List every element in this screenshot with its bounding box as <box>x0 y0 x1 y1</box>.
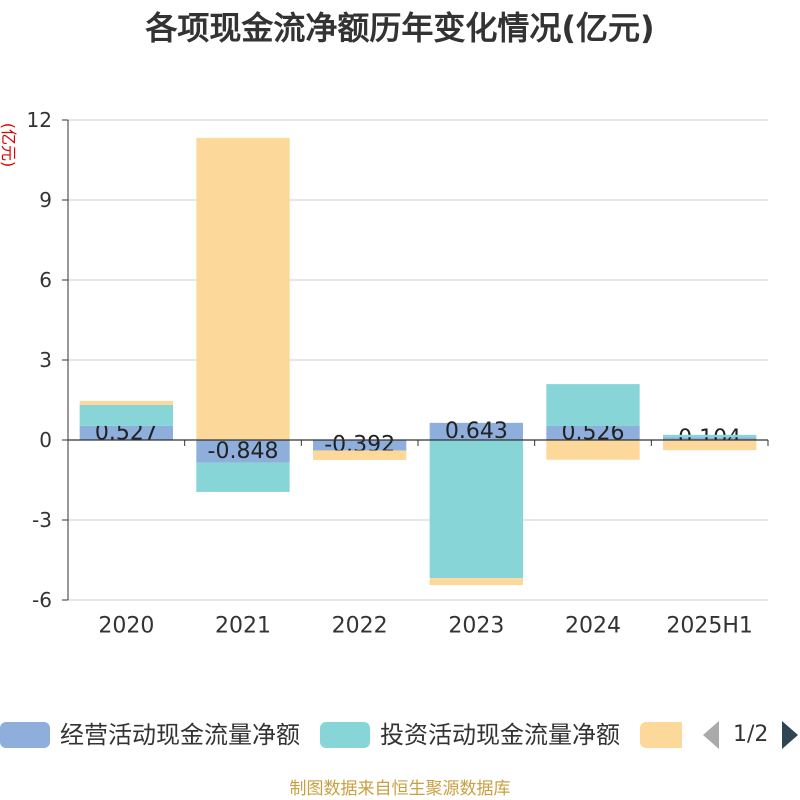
bar-series3-2025H1[interactable] <box>663 440 757 451</box>
data-label: -0.848 <box>208 439 279 464</box>
y-axis-name: (亿元) <box>0 122 18 168</box>
y-tick-label: -6 <box>32 588 52 612</box>
bar-series1-2020[interactable] <box>79 425 173 440</box>
y-tick-label: 0 <box>39 428 52 452</box>
legend-next-page-icon[interactable] <box>782 721 798 749</box>
legend-prev-page-icon <box>703 721 719 749</box>
bar-series2-2025H1[interactable] <box>663 434 757 438</box>
bar-series2-2024[interactable] <box>546 384 640 426</box>
x-axis: 2020 2021 2022 2023 2024 2025H1 <box>67 439 769 639</box>
data-source-note: 制图数据来自恒生聚源数据库 <box>289 779 511 799</box>
x-tick-label: 2025H1 <box>666 614 753 639</box>
legend-label-investing: 投资活动现金流量净额 <box>380 721 620 749</box>
bar-series3-2023[interactable] <box>429 578 523 586</box>
legend-swatch-series-3 <box>640 722 682 748</box>
y-tick-label: -3 <box>32 508 52 532</box>
legend-swatch-operating <box>0 722 50 748</box>
legend-label-operating: 经营活动现金流量净额 <box>60 721 300 749</box>
bar-series3-2024[interactable] <box>546 440 640 460</box>
bar-series1-2024[interactable] <box>546 425 640 440</box>
legend-item-series-3[interactable] <box>640 721 682 749</box>
y-tick-label: 3 <box>39 348 52 372</box>
y-tick-label: 6 <box>39 268 52 292</box>
bar-series2-2021[interactable] <box>196 462 290 492</box>
bar-series1-2021[interactable] <box>196 440 290 463</box>
bar-series1-2025H1[interactable] <box>663 437 757 440</box>
x-tick-label: 2023 <box>448 614 504 639</box>
bar-series2-2023[interactable] <box>429 440 523 579</box>
y-tick-label: 12 <box>27 108 52 132</box>
x-tick-label: 2022 <box>332 614 388 639</box>
chart-title: 各项现金流净额历年变化情况(亿元) <box>145 9 655 47</box>
bar-series3-2021[interactable] <box>196 137 290 440</box>
bar-series3-2022[interactable] <box>313 450 407 461</box>
bar-series1-2023[interactable] <box>429 422 523 440</box>
x-tick-label: 2020 <box>98 614 154 639</box>
legend-page-indicator: 1/2 <box>733 722 769 747</box>
legend-swatch-investing <box>320 722 370 748</box>
bar-series1-2022[interactable] <box>313 440 407 451</box>
legend-item-investing-cashflow[interactable]: 投资活动现金流量净额 <box>320 721 620 749</box>
y-tick-label: 9 <box>39 188 52 212</box>
grid-lines <box>68 119 768 601</box>
series-2 <box>79 384 757 579</box>
bar-series2-2020[interactable] <box>79 404 173 426</box>
bar-series3-2020[interactable] <box>79 400 173 405</box>
x-tick-label: 2021 <box>215 614 271 639</box>
series-3 <box>79 137 757 586</box>
y-axis: 12 9 6 3 0 -3 -6 <box>27 108 69 612</box>
legend-item-operating-cashflow[interactable]: 经营活动现金流量净额 <box>0 721 300 749</box>
x-tick-label: 2024 <box>565 614 621 639</box>
